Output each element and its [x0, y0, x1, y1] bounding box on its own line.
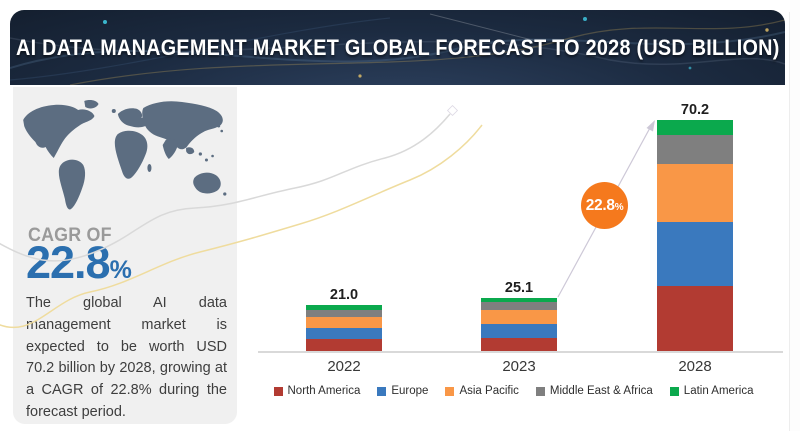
segment-middle-east-africa-2023: [481, 302, 557, 311]
header-banner: AI DATA MANAGEMENT MARKET GLOBAL FORECAS…: [10, 10, 785, 85]
year-label-2022: 2022: [327, 358, 361, 375]
bar-2023: [481, 298, 557, 351]
legend-item-europe: Europe: [377, 385, 428, 397]
legend-item-asia-pacific: Asia Pacific: [445, 385, 519, 397]
left-panel: CAGR OF 22.8% The global AI data managem…: [13, 87, 237, 424]
x-axis-line: [258, 351, 783, 353]
segment-middle-east-africa-2022: [306, 309, 382, 317]
segment-asia-pacific-2022: [306, 316, 382, 328]
cagr-value: 22.8%: [26, 237, 132, 288]
legend-label: North America: [287, 385, 361, 397]
legend-swatch-latin-america: [669, 386, 679, 396]
bar-2022: [306, 305, 382, 351]
legend-swatch-north-america: [273, 386, 283, 396]
bar-2028: [657, 120, 733, 351]
segment-europe-2022: [306, 327, 382, 340]
legend-swatch-middle-east-africa: [535, 386, 545, 396]
segment-asia-pacific-2023: [481, 310, 557, 324]
legend-label: Latin America: [683, 385, 754, 397]
legend-item-latin-america: Latin America: [669, 385, 754, 397]
segment-europe-2023: [481, 323, 557, 338]
market-description: The global AI data management market is …: [26, 295, 227, 420]
page-right-margin: [790, 0, 800, 431]
sparkle-icon: [446, 104, 459, 117]
segment-latin-america-2023: [481, 298, 557, 302]
segment-north-america-2023: [481, 337, 557, 351]
arrowhead-icon: [646, 120, 655, 132]
segment-north-america-2022: [306, 339, 382, 351]
year-label-2028: 2028: [678, 358, 712, 375]
segment-latin-america-2028: [657, 120, 733, 136]
legend-swatch-asia-pacific: [445, 386, 455, 396]
world-map-graphic: [23, 100, 227, 210]
segment-middle-east-africa-2028: [657, 135, 733, 165]
cagr-badge: 22.8%: [581, 182, 628, 229]
total-label-2023: 25.1: [504, 280, 534, 296]
legend-label: Europe: [391, 385, 429, 397]
segment-europe-2028: [657, 222, 733, 287]
page-title: AI DATA MANAGEMENT MARKET GLOBAL FORECAS…: [15, 34, 780, 60]
header-network-decoration: [10, 13, 785, 85]
segment-asia-pacific-2028: [657, 164, 733, 223]
total-label-2022: 21.0: [329, 287, 359, 303]
legend-item-middle-east-africa: Middle East & Africa: [535, 385, 653, 397]
legend-swatch-europe: [377, 386, 387, 396]
segment-north-america-2028: [657, 286, 733, 351]
card-right-border: [789, 12, 790, 431]
legend-item-north-america: North America: [273, 385, 361, 397]
total-label-2028: 70.2: [680, 102, 710, 118]
year-label-2023: 2023: [502, 358, 536, 375]
legend-label: Middle East & Africa: [549, 385, 653, 397]
chart-legend: North America Europe Asia Pacific Middle Ea…: [237, 383, 790, 399]
legend-label: Asia Pacific: [459, 385, 519, 397]
